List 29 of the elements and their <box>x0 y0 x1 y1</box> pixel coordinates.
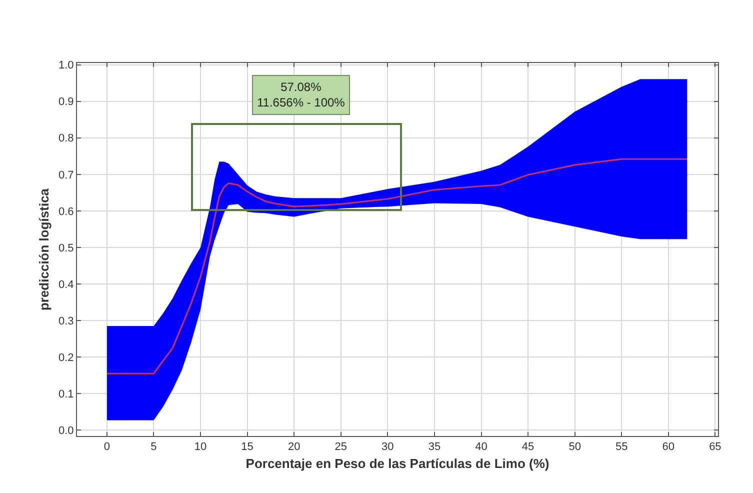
y-tick-label: 0.0 <box>58 425 74 437</box>
y-tick-label: 0.9 <box>58 96 74 108</box>
x-tick-label: 55 <box>615 441 628 454</box>
x-tick-label: 5 <box>150 441 157 454</box>
y-tick-label: 0.1 <box>58 388 74 400</box>
x-tick-label: 65 <box>709 441 722 454</box>
x-tick-label: 0 <box>104 441 110 454</box>
y-tick-label: 1.0 <box>58 60 74 72</box>
x-tick-label: 20 <box>288 441 300 454</box>
x-axis-title: Porcentaje en Peso de las Partículas de Limo (%) <box>246 456 550 471</box>
y-tick-label: 0.8 <box>58 132 74 145</box>
line-series <box>106 158 688 374</box>
x-tick-label: 30 <box>382 441 394 454</box>
x-tick-label: 35 <box>428 441 441 454</box>
y-tick-label: 0.4 <box>58 278 74 291</box>
y-tick-label: 0.7 <box>58 169 74 182</box>
y-tick-label: 0.3 <box>58 315 74 328</box>
x-tick-label: 25 <box>334 441 348 454</box>
x-tick-label: 50 <box>568 441 581 454</box>
y-axis-title: predicción logística <box>36 188 52 311</box>
x-tick-label: 15 <box>241 441 254 454</box>
x-tick-label: 40 <box>475 441 488 454</box>
x-tick-label: 45 <box>522 441 534 454</box>
x-tick-label: 60 <box>662 441 675 454</box>
y-tick-label: 0.5 <box>58 242 74 254</box>
x-tick-label: 10 <box>194 441 207 454</box>
y-tick-label: 0.6 <box>58 206 74 218</box>
annotation: 57.08% 11.656% - 100% <box>257 80 346 110</box>
y-tick-label: 0.2 <box>58 352 74 364</box>
